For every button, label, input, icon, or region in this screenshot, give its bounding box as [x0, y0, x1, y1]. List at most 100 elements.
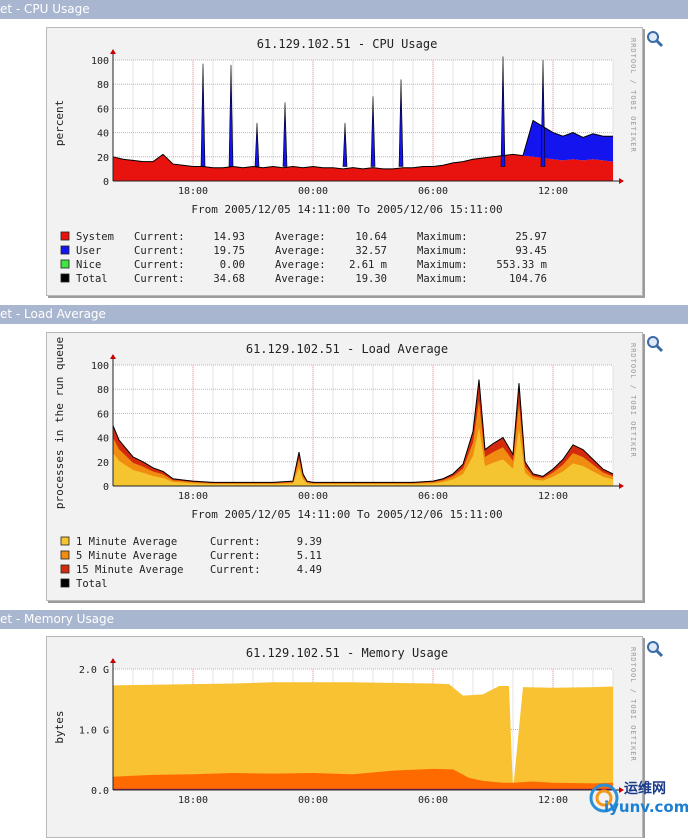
legend-maximum-value: 553.33 m [496, 259, 547, 271]
legend-average-value: 2.61 m [349, 259, 387, 271]
plot-area [113, 365, 613, 486]
legend-swatch [60, 536, 70, 546]
legend-swatch [60, 259, 70, 269]
series-spike [282, 102, 288, 167]
legend-maximum-value: 25.97 [515, 231, 547, 243]
series-memory-free-area [113, 682, 613, 790]
x-tick-label: 12:00 [538, 186, 568, 197]
x-tick-label: 00:00 [298, 795, 328, 806]
series-spike [500, 56, 506, 167]
chart-title: 61.129.102.51 - Load Average [246, 342, 448, 356]
section-header-load: et - Load Average [0, 305, 688, 324]
section-header-cpu: et - CPU Usage [0, 0, 688, 19]
x-tick-label: 18:00 [178, 795, 208, 806]
legend-current-value: 14.93 [213, 231, 245, 243]
zoom-magnifier-icon[interactable] [646, 335, 664, 353]
y-axis-label: processes in the run queue [53, 337, 66, 509]
section-header-label: et - Memory Usage [0, 612, 115, 626]
legend-series-name: User [76, 245, 101, 257]
memory-graph-panel: 61.129.102.51 - Memory Usage bytes RRDTO… [46, 636, 643, 838]
legend-current-value: 0.00 [220, 259, 245, 271]
chart-title: 61.129.102.51 - CPU Usage [257, 37, 438, 51]
x-axis-arrow [619, 787, 624, 793]
y-tick-label: 60 [97, 104, 109, 115]
series-spike [540, 59, 546, 167]
x-tick-label: 00:00 [298, 491, 328, 502]
legend-average-label: Average: [275, 273, 326, 285]
y-tick-label: 80 [97, 80, 109, 91]
x-tick-label: 06:00 [418, 795, 448, 806]
series-1min-area [113, 427, 613, 486]
time-range-text: From 2005/12/05 14:11:00 To 2005/12/06 1… [191, 203, 502, 216]
legend-average-label: Average: [275, 231, 326, 243]
y-tick-label: 0 [103, 482, 109, 493]
rrdtool-side-label: RRDTOOL / TOBI OETIKER [629, 647, 637, 762]
y-tick-label: 60 [97, 409, 109, 420]
series-total-line [112, 119, 613, 170]
time-range-text: From 2005/12/05 14:11:00 To 2005/12/06 1… [191, 508, 502, 521]
y-axis-label: percent [53, 100, 66, 146]
legend-average-label: Average: [275, 245, 326, 257]
legend-current-value: 5.11 [297, 550, 322, 562]
y-axis-arrow [110, 354, 116, 359]
watermark-logo: 运维网 iyunv.com [588, 776, 688, 820]
series-5min-area [113, 400, 613, 486]
legend-maximum-label: Maximum: [417, 245, 468, 257]
series-spike [370, 96, 376, 167]
y-tick-label: 0 [103, 177, 109, 188]
legend-current-value: 4.49 [297, 564, 322, 576]
legend-swatch [60, 245, 70, 255]
y-axis-arrow [110, 49, 116, 54]
section-header-label: et - CPU Usage [0, 2, 90, 16]
watermark-swirl-icon [589, 783, 619, 813]
y-axis-label: bytes [53, 710, 66, 743]
y-tick-label: 1.0 G [79, 726, 109, 737]
y-tick-label: 20 [97, 153, 109, 164]
legend-series-name: Total [76, 578, 108, 590]
legend-swatch [60, 564, 70, 574]
series-memory-buffer-area [113, 788, 613, 790]
section-header-memory: et - Memory Usage [0, 610, 688, 629]
y-tick-label: 100 [91, 56, 109, 67]
chart-title: 61.129.102.51 - Memory Usage [246, 646, 448, 660]
legend-current-label: Current: [134, 273, 185, 285]
y-tick-label: 0.0 [91, 786, 109, 797]
legend-current-label: Current: [210, 536, 261, 548]
legend-current-label: Current: [134, 231, 185, 243]
legend-swatch [60, 550, 70, 560]
y-axis-arrow [110, 658, 116, 663]
legend-current-label: Current: [134, 245, 185, 257]
load-graph-panel: 61.129.102.51 - Load Average processes i… [46, 332, 643, 601]
cpu-graph-panel: 61.129.102.51 - CPU Usage percent RRDTOO… [46, 27, 643, 296]
x-tick-label: 12:00 [538, 795, 568, 806]
rrdtool-side-label: RRDTOOL / TOBI OETIKER [629, 38, 637, 153]
watermark-cn-text: 运维网 [624, 781, 666, 797]
zoom-magnifier-icon[interactable] [646, 640, 664, 658]
x-tick-label: 18:00 [178, 186, 208, 197]
y-tick-label: 20 [97, 458, 109, 469]
x-tick-label: 06:00 [418, 491, 448, 502]
y-tick-label: 40 [97, 129, 109, 140]
legend-current-label: Current: [210, 564, 261, 576]
series-spike [342, 122, 348, 167]
legend-current-label: Current: [134, 259, 185, 271]
legend-maximum-label: Maximum: [417, 273, 468, 285]
rrdtool-side-label: RRDTOOL / TOBI OETIKER [629, 343, 637, 458]
section-header-label: et - Load Average [0, 307, 106, 321]
legend-average-value: 19.30 [355, 273, 387, 285]
series-spike [398, 79, 404, 167]
cpu-graph: 61.129.102.51 - CPU Usage percent RRDTOO… [53, 37, 637, 285]
legend-average-label: Average: [275, 259, 326, 271]
series-total-line [112, 379, 614, 483]
zoom-magnifier-icon[interactable] [646, 30, 664, 48]
legend-series-name: 5 Minute Average [76, 550, 177, 562]
x-axis-arrow [619, 178, 624, 184]
load-graph: 61.129.102.51 - Load Average processes i… [53, 337, 637, 590]
legend-series-name: 15 Minute Average [76, 564, 183, 576]
y-tick-label: 100 [91, 361, 109, 372]
memory-graph: 61.129.102.51 - Memory Usage bytes RRDTO… [53, 646, 637, 806]
legend-maximum-value: 93.45 [515, 245, 547, 257]
x-tick-label: 12:00 [538, 491, 568, 502]
x-tick-label: 06:00 [418, 186, 448, 197]
x-tick-label: 18:00 [178, 491, 208, 502]
